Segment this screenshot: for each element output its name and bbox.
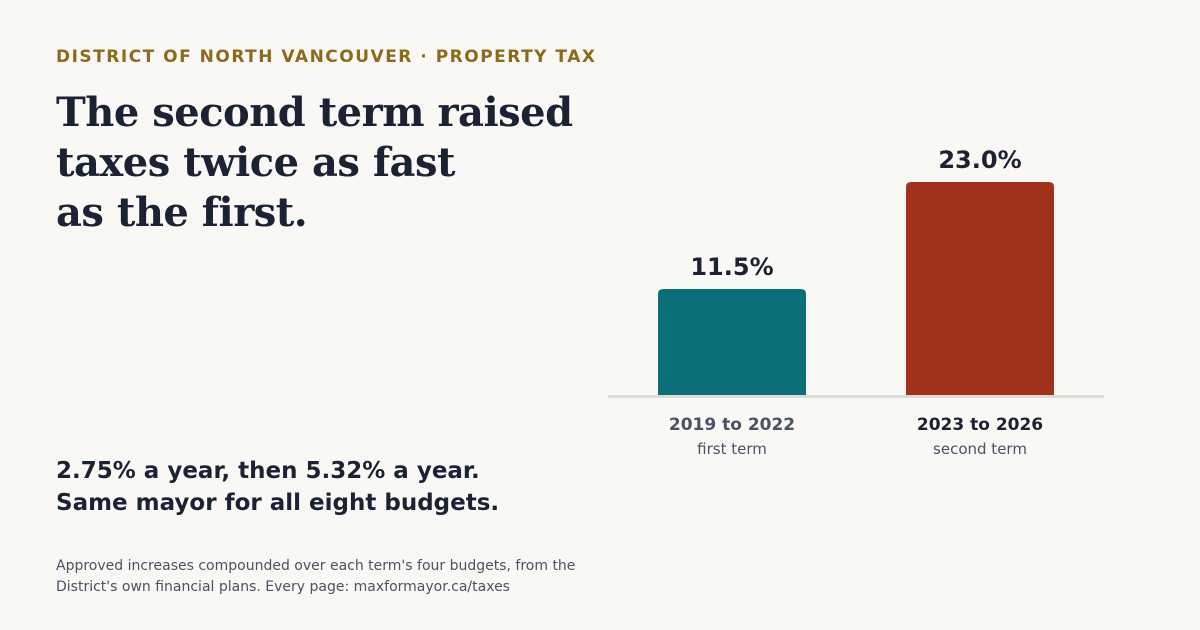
takeaway-line: 2.75% a year, then 5.32% a year. — [56, 458, 480, 484]
footnote-line: District's own financial plans. Every pa… — [56, 579, 510, 595]
data-label: 11.5% — [690, 253, 773, 281]
headline-line: as the first. — [56, 189, 308, 236]
eyebrow-label: DISTRICT OF NORTH VANCOUVER · PROPERTY T… — [56, 47, 597, 67]
category-label: 2023 to 2026 — [917, 415, 1043, 435]
category-label: 2019 to 2022 — [669, 415, 795, 435]
category-sublabel: first term — [697, 440, 767, 458]
footnote-line: Approved increases compounded over each … — [56, 558, 576, 574]
takeaway-line: Same mayor for all eight budgets. — [56, 490, 500, 516]
headline-line: taxes twice as fast — [56, 139, 455, 186]
data-label: 23.0% — [938, 146, 1021, 174]
headline: The second term raised taxes twice as fa… — [56, 88, 573, 238]
headline-line: The second term raised — [56, 89, 573, 136]
bar — [658, 289, 806, 396]
footnote: Approved increases compounded over each … — [56, 556, 575, 598]
category-sublabel: second term — [933, 440, 1027, 458]
bar — [906, 182, 1054, 396]
takeaway: 2.75% a year, then 5.32% a year. Same ma… — [56, 455, 499, 519]
